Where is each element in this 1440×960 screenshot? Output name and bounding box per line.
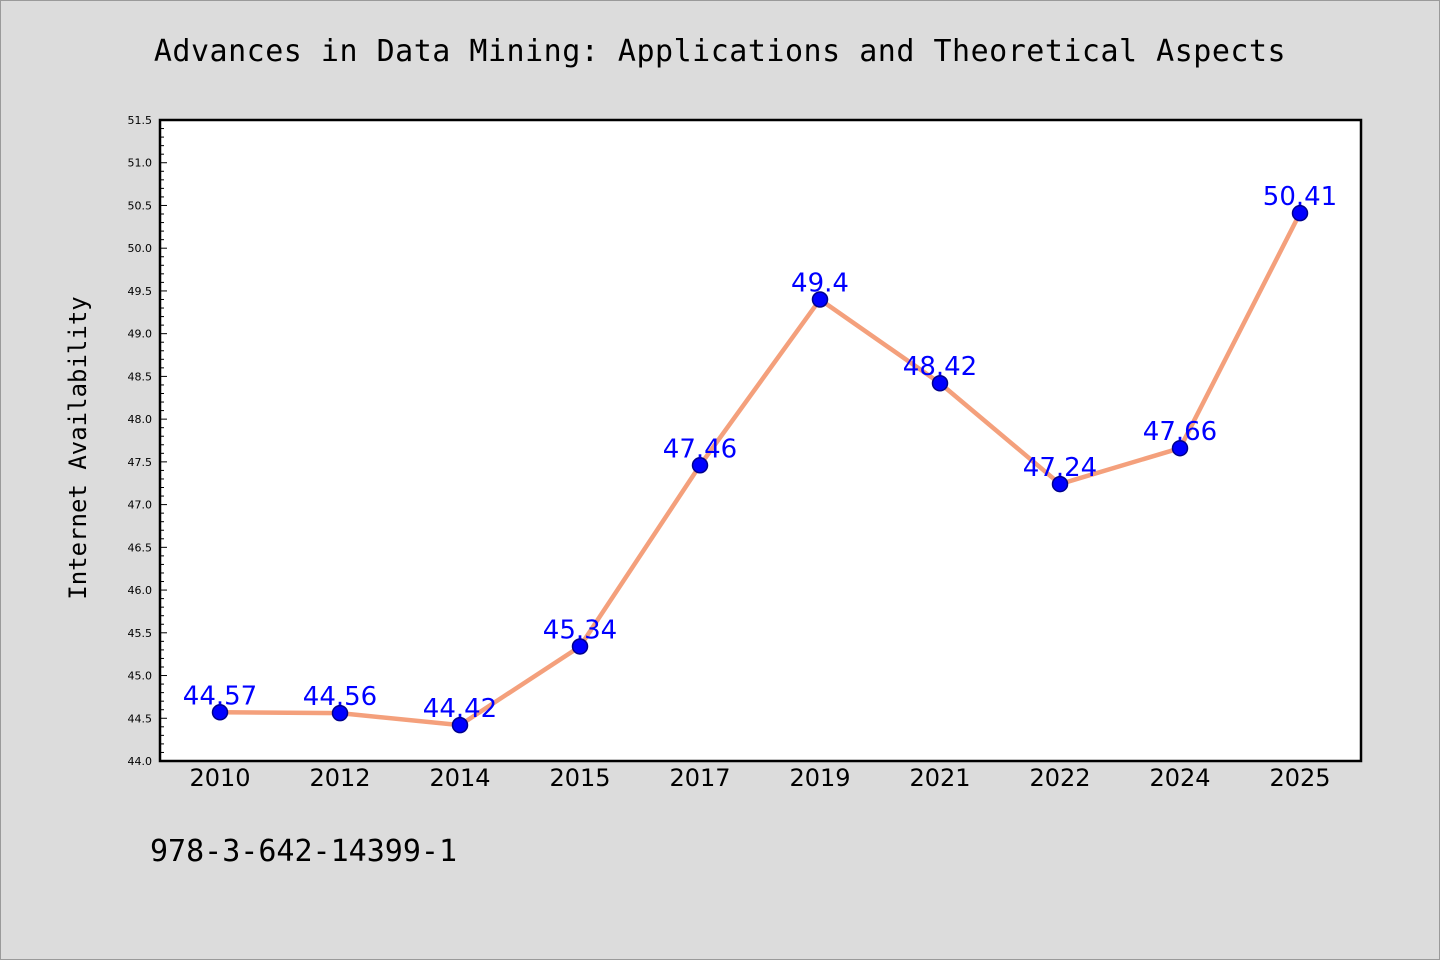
data-label: 48.42 bbox=[903, 352, 977, 382]
data-label: 47.66 bbox=[1143, 417, 1217, 447]
data-point bbox=[211, 704, 229, 721]
data-labels: 44.57 44.56 44.42 45.34 47.46 49.4 48.42 47.24 4… bbox=[183, 182, 1337, 724]
y-tick-label: 46.0 bbox=[128, 584, 153, 597]
y-tick-label: 47.0 bbox=[128, 499, 153, 512]
series-line bbox=[217, 210, 1303, 728]
y-tick-label: 50.0 bbox=[128, 242, 153, 255]
series-polyline bbox=[217, 210, 1303, 728]
data-point bbox=[931, 374, 949, 392]
x-tick-label: 2024 bbox=[1149, 764, 1210, 792]
x-tick-label: 2012 bbox=[309, 764, 370, 792]
data-point bbox=[331, 704, 349, 722]
y-tick-label: 51.0 bbox=[128, 157, 153, 170]
data-label: 44.56 bbox=[303, 682, 377, 712]
x-tick-label: 2025 bbox=[1269, 764, 1330, 792]
y-tick-label: 45.0 bbox=[128, 670, 153, 683]
y-tick-label: 49.0 bbox=[128, 328, 153, 341]
data-point bbox=[691, 457, 709, 474]
data-label: 44.57 bbox=[183, 681, 257, 711]
data-point bbox=[451, 716, 469, 734]
data-point bbox=[1291, 204, 1309, 222]
chart-title: Advances in Data Mining: Applications an… bbox=[153, 34, 1287, 69]
y-tick-label: 48.0 bbox=[128, 413, 153, 426]
y-tick-label: 47.5 bbox=[128, 456, 153, 469]
y-axis: 44.0 44.5 45.0 45.5 46.0 46.5 47.0 47.5 48.0 48.5… bbox=[128, 114, 167, 768]
data-label: 44.42 bbox=[423, 694, 497, 724]
x-tick-label: 2014 bbox=[429, 764, 490, 792]
data-point bbox=[571, 638, 589, 655]
data-label: 50.41 bbox=[1263, 182, 1337, 212]
y-tick-label: 50.5 bbox=[128, 199, 153, 212]
y-axis-label: Internet Availability bbox=[64, 296, 92, 599]
plot-area bbox=[158, 118, 1363, 763]
y-tick-label: 44.5 bbox=[128, 712, 153, 725]
x-tick-label: 2010 bbox=[189, 764, 250, 792]
data-label: 45.34 bbox=[543, 615, 617, 645]
y-tick-label: 46.5 bbox=[128, 541, 153, 554]
x-tick-label: 2015 bbox=[549, 764, 610, 792]
footer-code: 978-3-642-14399-1 bbox=[150, 834, 458, 869]
data-label: 47.46 bbox=[663, 434, 737, 464]
y-tick-label: 45.5 bbox=[128, 627, 153, 640]
data-point bbox=[1051, 475, 1069, 493]
data-label: 47.24 bbox=[1023, 453, 1097, 483]
x-tick-label: 2017 bbox=[669, 764, 730, 792]
y-tick-label: 51.5 bbox=[128, 114, 153, 127]
y-tick-label: 48.5 bbox=[128, 370, 153, 383]
x-tick-label: 2022 bbox=[1029, 764, 1090, 792]
y-tick-label: 49.5 bbox=[128, 285, 153, 298]
x-tick-label: 2019 bbox=[789, 764, 850, 792]
data-point bbox=[1171, 439, 1189, 457]
data-label: 49.4 bbox=[791, 268, 849, 298]
x-axis: 2010 2012 2014 2015 2017 2019 2021 2022 2024 2025 bbox=[189, 764, 1330, 792]
y-tick-label: 44.0 bbox=[128, 755, 153, 768]
series-points bbox=[211, 204, 1309, 734]
data-point bbox=[811, 291, 829, 308]
x-tick-label: 2021 bbox=[909, 764, 970, 792]
